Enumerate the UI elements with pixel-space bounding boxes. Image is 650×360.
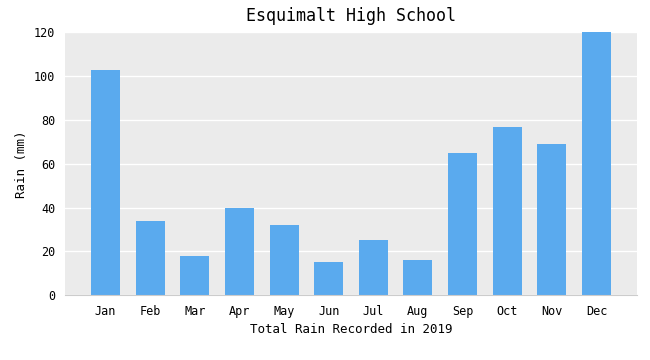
Y-axis label: Rain (mm): Rain (mm) (16, 130, 29, 198)
Bar (359, 240, 388, 295)
Bar (493, 127, 522, 295)
Bar (404, 260, 432, 295)
Bar (448, 153, 477, 295)
Bar (270, 225, 298, 295)
X-axis label: Total Rain Recorded in 2019: Total Rain Recorded in 2019 (250, 324, 452, 337)
Bar (136, 221, 164, 295)
Bar (582, 32, 611, 295)
Bar (225, 208, 254, 295)
Title: Esquimalt High School: Esquimalt High School (246, 7, 456, 25)
Bar (180, 256, 209, 295)
Bar (91, 69, 120, 295)
Bar (314, 262, 343, 295)
Bar (538, 144, 566, 295)
